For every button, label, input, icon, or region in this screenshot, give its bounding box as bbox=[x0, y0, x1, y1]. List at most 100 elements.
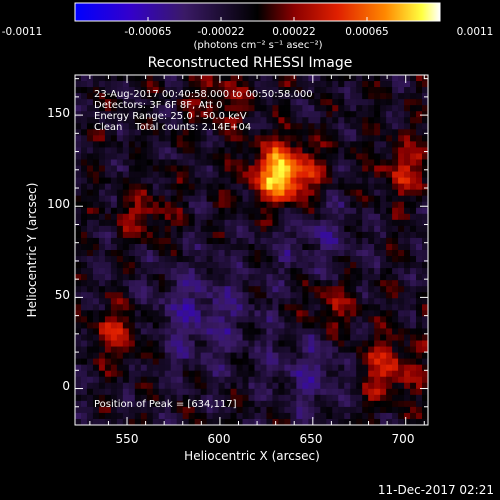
heatmap-cell bbox=[308, 268, 315, 275]
heatmap-cell bbox=[398, 358, 405, 366]
heatmap-cell bbox=[254, 153, 261, 160]
heatmap-cell bbox=[75, 358, 82, 366]
heatmap-cell bbox=[296, 388, 303, 396]
heatmap-cell bbox=[272, 280, 279, 287]
heatmap-cell bbox=[284, 328, 291, 335]
heatmap-cell bbox=[338, 129, 345, 136]
heatmap-cell bbox=[236, 189, 243, 197]
heatmap-cell bbox=[104, 141, 112, 148]
heatmap-cell bbox=[122, 280, 130, 287]
heatmap-cell bbox=[386, 346, 393, 353]
heatmap-cell bbox=[176, 340, 184, 347]
heatmap-cell bbox=[75, 243, 82, 251]
heatmap-cell bbox=[272, 250, 279, 257]
heatmap-cell bbox=[410, 304, 417, 311]
heatmap-cell bbox=[194, 243, 202, 251]
heatmap-cell bbox=[200, 262, 208, 269]
heatmap-cell bbox=[110, 177, 118, 185]
heatmap-cell bbox=[224, 75, 231, 82]
heatmap-cell bbox=[75, 87, 82, 94]
heatmap-cell bbox=[290, 406, 297, 414]
heatmap-cell bbox=[92, 418, 100, 426]
heatmap-cell bbox=[242, 256, 249, 263]
heatmap-cell bbox=[338, 346, 345, 353]
heatmap-cell bbox=[398, 316, 405, 323]
heatmap-cell bbox=[254, 231, 261, 239]
heatmap-cell bbox=[260, 274, 267, 281]
heatmap-cell bbox=[86, 370, 94, 378]
heatmap-cell bbox=[362, 388, 369, 396]
x-tick-label: 550 bbox=[116, 432, 139, 446]
heatmap-cell bbox=[134, 207, 142, 215]
heatmap-cell bbox=[104, 406, 112, 414]
heatmap-cell bbox=[314, 406, 321, 414]
heatmap-cell bbox=[122, 322, 130, 329]
heatmap-cell bbox=[176, 231, 184, 239]
heatmap-cell bbox=[218, 382, 225, 390]
heatmap-cell bbox=[284, 213, 291, 221]
heatmap-cell bbox=[170, 99, 178, 106]
heatmap-cell bbox=[254, 129, 261, 136]
heatmap-cell bbox=[422, 147, 429, 154]
heatmap-cell bbox=[110, 243, 118, 251]
heatmap-cell bbox=[320, 75, 327, 82]
heatmap-cell bbox=[194, 159, 202, 166]
heatmap-cell bbox=[182, 159, 190, 166]
heatmap-cell bbox=[386, 201, 393, 209]
heatmap-cell bbox=[224, 388, 231, 396]
heatmap-cell bbox=[152, 370, 160, 378]
heatmap-cell bbox=[116, 231, 124, 239]
heatmap-cell bbox=[86, 328, 94, 335]
heatmap-cell bbox=[224, 286, 231, 293]
heatmap-cell bbox=[416, 153, 423, 160]
heatmap-cell bbox=[128, 364, 136, 372]
heatmap-cell bbox=[410, 81, 417, 88]
heatmap-cell bbox=[206, 237, 214, 245]
heatmap-cell bbox=[392, 334, 399, 341]
heatmap-cell bbox=[86, 207, 94, 215]
heatmap-cell bbox=[128, 243, 136, 251]
heatmap-cell bbox=[308, 153, 315, 160]
heatmap-cell bbox=[290, 159, 297, 166]
heatmap-cell bbox=[380, 87, 387, 94]
heatmap-cell bbox=[398, 418, 405, 426]
heatmap-cell bbox=[104, 213, 112, 221]
heatmap-cell bbox=[356, 274, 363, 281]
heatmap-cell bbox=[200, 81, 208, 88]
heatmap-cell bbox=[308, 243, 315, 251]
heatmap-cell bbox=[350, 262, 357, 269]
heatmap-cell bbox=[194, 334, 202, 341]
heatmap-cell bbox=[134, 280, 142, 287]
heatmap-cell bbox=[152, 418, 160, 426]
heatmap-cell bbox=[140, 406, 148, 414]
heatmap-cell bbox=[110, 274, 118, 281]
heatmap-cell bbox=[248, 147, 255, 154]
heatmap-cell bbox=[236, 358, 243, 366]
heatmap-cell bbox=[416, 388, 423, 396]
heatmap-cell bbox=[140, 358, 148, 366]
heatmap-cell bbox=[140, 400, 148, 408]
heatmap-cell bbox=[326, 141, 333, 148]
heatmap-cell bbox=[368, 310, 375, 317]
heatmap-cell bbox=[242, 340, 249, 347]
heatmap-cell bbox=[284, 129, 291, 136]
heatmap-cell bbox=[224, 400, 231, 408]
heatmap-cell bbox=[284, 219, 291, 227]
heatmap-cell bbox=[206, 141, 214, 148]
heatmap-cell bbox=[146, 364, 154, 372]
heatmap-cell bbox=[164, 292, 172, 299]
heatmap-cell bbox=[188, 376, 196, 384]
heatmap-cell bbox=[278, 93, 285, 100]
heatmap-cell bbox=[194, 280, 202, 287]
heatmap-cell bbox=[182, 111, 190, 118]
heatmap-cell bbox=[188, 93, 196, 100]
heatmap-cell bbox=[164, 256, 172, 263]
heatmap-cell bbox=[404, 171, 411, 178]
heatmap-cell bbox=[422, 382, 429, 390]
heatmap-cell bbox=[368, 364, 375, 372]
heatmap-cell bbox=[284, 250, 291, 257]
heatmap-cell bbox=[260, 195, 267, 203]
heatmap-cell bbox=[356, 298, 363, 305]
heatmap-cell bbox=[200, 292, 208, 299]
heatmap-cell bbox=[188, 165, 196, 172]
